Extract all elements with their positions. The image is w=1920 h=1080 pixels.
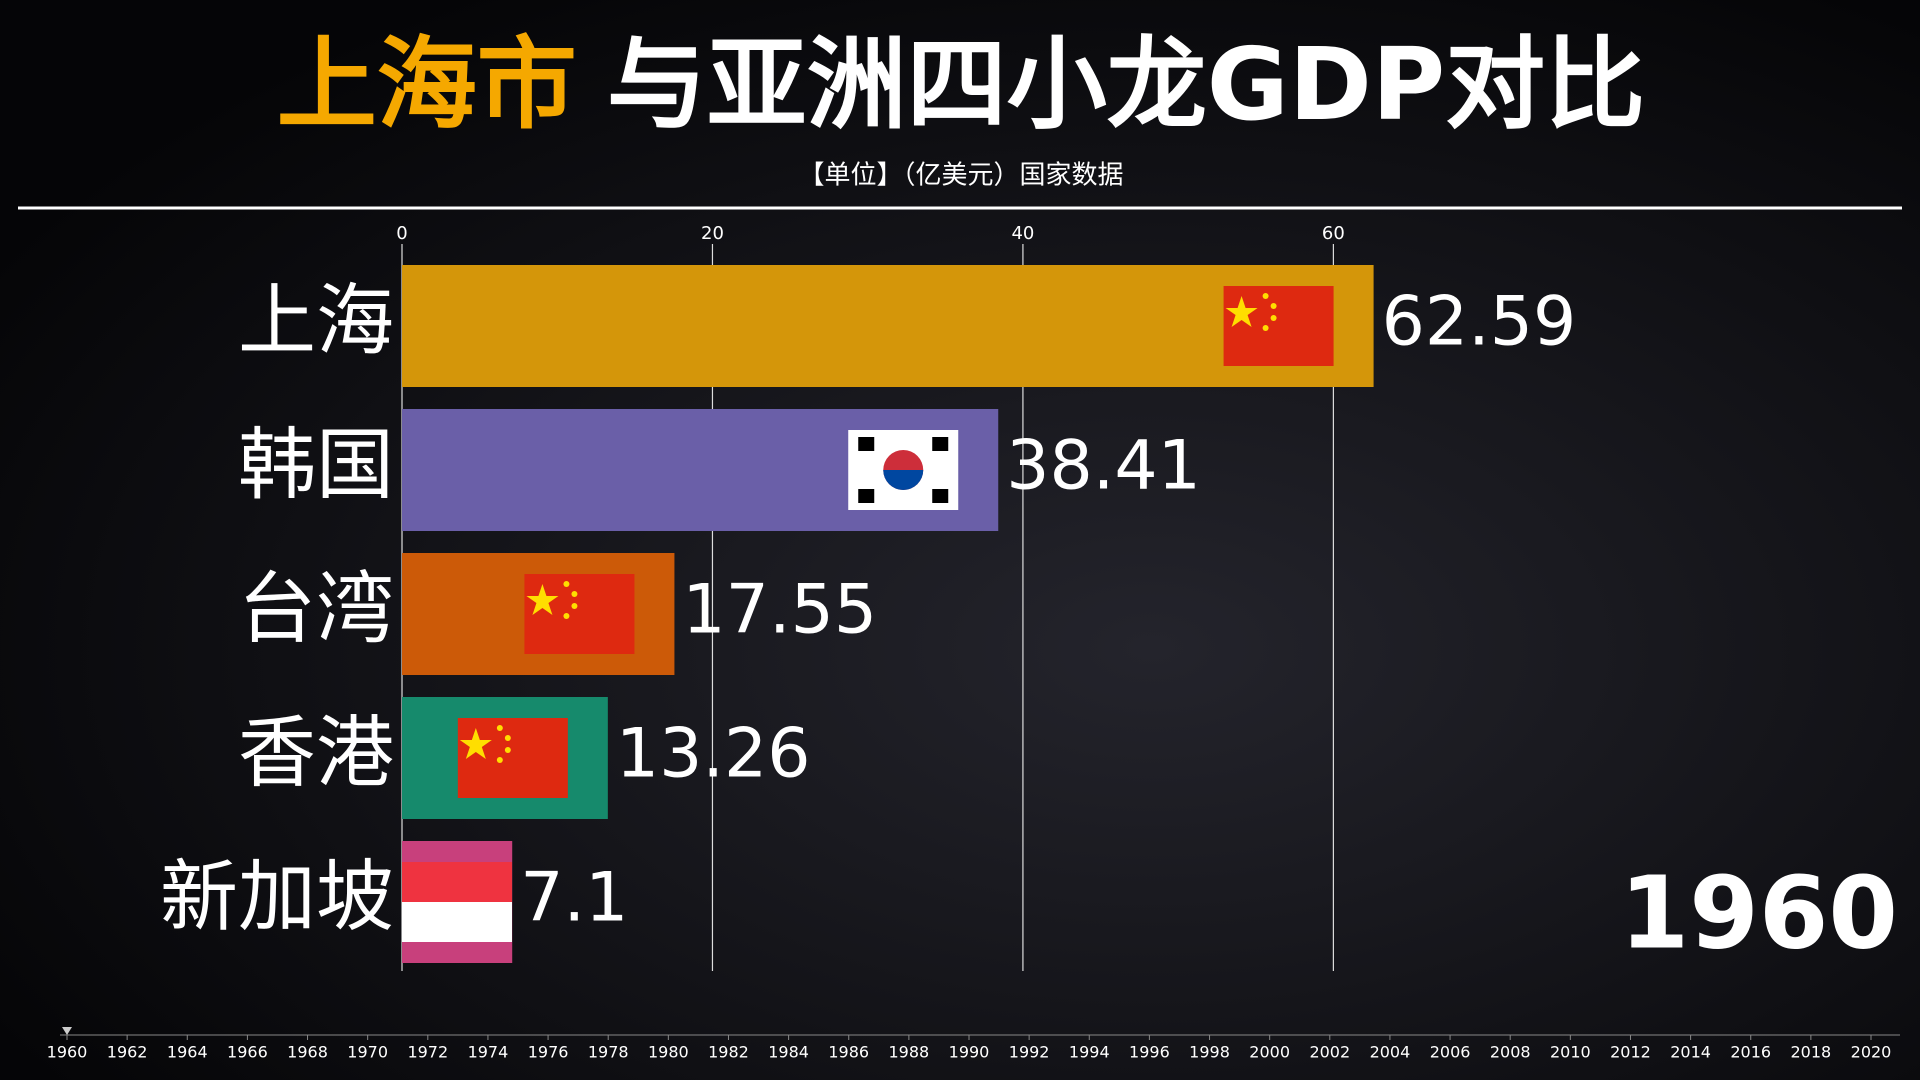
value-label: 62.59 xyxy=(1382,283,1577,362)
value-label: 7.1 xyxy=(520,859,628,938)
timeline-label: 2012 xyxy=(1610,1043,1651,1062)
flag-band xyxy=(402,862,512,902)
timeline-pointer xyxy=(62,1027,72,1035)
category-label: 韩国 xyxy=(238,420,394,510)
flag-icon xyxy=(524,574,635,654)
flag-small-star xyxy=(1270,315,1277,321)
flag-trigram xyxy=(932,489,949,503)
x-tick-label: 20 xyxy=(701,223,724,244)
subtitle: 【单位】（亿美元）国家数据 xyxy=(798,161,1123,191)
timeline-label: 1998 xyxy=(1189,1043,1230,1062)
flag-icon xyxy=(457,718,568,798)
value-label: 17.55 xyxy=(682,571,877,650)
timeline-label: 2010 xyxy=(1550,1043,1591,1062)
title-highlight: 上海市 xyxy=(277,26,577,143)
timeline-label: 2004 xyxy=(1370,1043,1411,1062)
flag-trigram xyxy=(858,437,875,451)
timeline-label: 2006 xyxy=(1430,1043,1471,1062)
timeline-label: 1968 xyxy=(287,1043,328,1062)
flag-small-star xyxy=(496,725,503,731)
x-tick-label: 0 xyxy=(396,223,407,244)
chart-title: 上海市 与亚洲四小龙GDP对比 xyxy=(277,26,1645,143)
category-label: 香港 xyxy=(238,708,394,798)
bar xyxy=(402,265,1374,387)
timeline-label: 1992 xyxy=(1009,1043,1050,1062)
timeline-label: 1984 xyxy=(768,1043,809,1062)
timeline-label: 1988 xyxy=(889,1043,930,1062)
value-label: 38.41 xyxy=(1006,427,1201,506)
category-label: 上海 xyxy=(238,276,394,366)
timeline-label: 1964 xyxy=(167,1043,208,1062)
flag-star xyxy=(459,728,492,759)
timeline-label: 1994 xyxy=(1069,1043,1110,1062)
flag-small-star xyxy=(571,603,578,609)
category-label: 台湾 xyxy=(238,564,394,654)
x-tick-label: 40 xyxy=(1011,223,1034,244)
flag-star xyxy=(526,584,559,615)
timeline-label: 2018 xyxy=(1791,1043,1832,1062)
timeline-label: 1962 xyxy=(107,1043,148,1062)
flag-field xyxy=(457,718,568,798)
flag-small-star xyxy=(504,747,511,753)
flag-small-star xyxy=(571,591,578,597)
timeline-label: 2000 xyxy=(1249,1043,1290,1062)
flag-icon xyxy=(848,430,959,510)
timeline-label: 2008 xyxy=(1490,1043,1531,1062)
timeline-label: 1970 xyxy=(347,1043,388,1062)
timeline-label: 1978 xyxy=(588,1043,629,1062)
timeline-label: 2020 xyxy=(1851,1043,1892,1062)
flag-circle-bottom xyxy=(883,470,924,490)
flag-small-star xyxy=(563,581,570,587)
flag-small-star xyxy=(563,613,570,619)
x-tick-label: 60 xyxy=(1322,223,1345,244)
flag-small-star xyxy=(1262,325,1269,331)
timeline-label: 1966 xyxy=(227,1043,268,1062)
category-label: 新加坡 xyxy=(160,852,394,942)
timeline-label: 1986 xyxy=(828,1043,869,1062)
flag-field xyxy=(1223,286,1334,366)
flag-trigram xyxy=(932,437,949,451)
timeline-label: 2002 xyxy=(1309,1043,1350,1062)
flag-small-star xyxy=(496,757,503,763)
flag-small-star xyxy=(1270,303,1277,309)
title-main: 与亚洲四小龙GDP对比 xyxy=(607,26,1645,143)
timeline-label: 1972 xyxy=(407,1043,448,1062)
flag-star xyxy=(1225,296,1258,327)
flag-small-star xyxy=(1262,293,1269,299)
timeline-label: 1974 xyxy=(468,1043,509,1062)
timeline-label: 1990 xyxy=(949,1043,990,1062)
value-label: 13.26 xyxy=(616,715,811,794)
flag-icon xyxy=(1223,286,1334,366)
flag-field xyxy=(524,574,635,654)
timeline-label: 2014 xyxy=(1670,1043,1711,1062)
timeline-label: 1996 xyxy=(1129,1043,1170,1062)
flag-small-star xyxy=(504,735,511,741)
timeline-label: 1976 xyxy=(528,1043,569,1062)
flag-trigram xyxy=(858,489,875,503)
timeline-label: 1960 xyxy=(47,1043,88,1062)
flag-icon xyxy=(402,862,512,942)
year-label: 1960 xyxy=(1620,854,1898,971)
timeline-label: 1980 xyxy=(648,1043,689,1062)
timeline-label: 2016 xyxy=(1730,1043,1771,1062)
timeline-label: 1982 xyxy=(708,1043,749,1062)
